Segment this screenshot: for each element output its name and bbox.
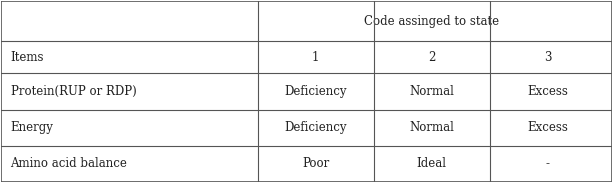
Text: Poor: Poor [302, 157, 329, 170]
Text: Code assinged to state: Code assinged to state [364, 15, 499, 28]
Text: -: - [546, 157, 549, 170]
Text: Deficiency: Deficiency [284, 121, 347, 134]
Text: Ideal: Ideal [417, 157, 447, 170]
Text: Energy: Energy [10, 121, 53, 134]
Text: Normal: Normal [409, 85, 454, 98]
Text: Amino acid balance: Amino acid balance [10, 157, 128, 170]
Text: Deficiency: Deficiency [284, 85, 347, 98]
Text: Items: Items [10, 51, 44, 64]
Text: 1: 1 [312, 51, 319, 64]
Text: Protein(RUP or RDP): Protein(RUP or RDP) [10, 85, 136, 98]
Text: Excess: Excess [527, 85, 568, 98]
Text: Normal: Normal [409, 121, 454, 134]
Text: 2: 2 [428, 51, 435, 64]
Text: Excess: Excess [527, 121, 568, 134]
Text: 3: 3 [544, 51, 551, 64]
